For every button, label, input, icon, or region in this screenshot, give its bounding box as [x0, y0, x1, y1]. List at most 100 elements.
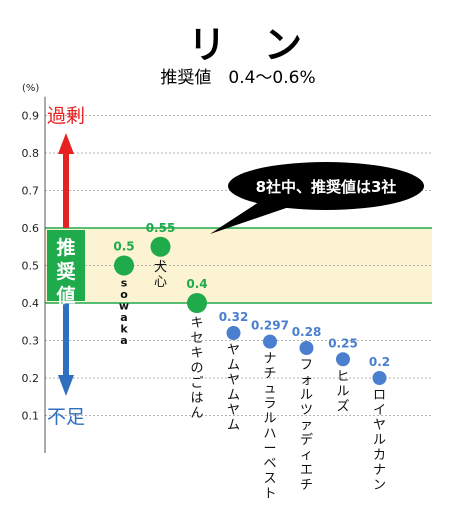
arrows [58, 133, 74, 396]
brand-label-char: イ [373, 403, 386, 418]
brand-label-char: ご [190, 375, 203, 391]
y-tick-labels: 0.1 0.2 0.3 0.4 0.5 0.6 0.7 0.8 0.9 [22, 110, 40, 423]
value-label: 0.4 [186, 277, 207, 291]
recommended-label-char: 奨 [55, 260, 76, 283]
value-label: 0.5 [113, 240, 134, 254]
deficit-arrow-head [58, 375, 74, 396]
brand-label-char: ム [227, 358, 240, 373]
callout-ellipse [228, 162, 424, 210]
brand-label-char: a [120, 311, 127, 324]
brand-label-char: ヒ [336, 369, 349, 384]
brand-label-char: エ [300, 463, 313, 478]
data-point [114, 255, 134, 276]
brand-label-char: ヤ [227, 343, 240, 358]
y-tick-label: 0.8 [22, 147, 40, 160]
y-tick-label: 0.2 [22, 372, 40, 385]
recommended-label: 推奨値 [55, 236, 76, 307]
brand-label-char: ル [373, 433, 386, 448]
chart-title: リ ン [188, 23, 302, 67]
data-point [372, 371, 387, 385]
brand-label-char: a [120, 334, 127, 347]
brand-label-char: カ [373, 448, 386, 463]
callout-tail [210, 200, 292, 234]
data-point-group: 0.25 ヒルズ [328, 336, 358, 414]
brand-label-char: ム [227, 388, 240, 403]
brand-label-char: k [120, 323, 128, 336]
y-tick-label: 0.6 [22, 222, 40, 235]
value-label: 0.2 [369, 355, 390, 369]
callout-text: 8社中、推奨値は3社 [256, 178, 397, 196]
recommended-label-box [47, 230, 85, 301]
y-tick-label: 0.9 [22, 110, 40, 123]
brand-label-char: ル [336, 384, 349, 399]
chart-subtitle: 推奨値 0.4～0.6% [160, 68, 315, 88]
brand-label-char: セ [190, 331, 203, 346]
brand-label-char: ン [373, 478, 386, 493]
brand-label-char: ベ [263, 457, 276, 472]
y-tick-label: 0.3 [22, 335, 40, 348]
brand-label-char: ィ [300, 448, 313, 463]
data-point [263, 334, 277, 349]
data-point-group: 0.55 犬心 [146, 221, 176, 290]
brand-label-char: ル [263, 412, 276, 427]
brand-label-char: デ [300, 432, 313, 448]
brand-label-char: ュ [263, 382, 276, 397]
callout-bubble: 8社中、推奨値は3社 [210, 162, 424, 234]
deficit-label: 不足 [47, 406, 85, 428]
brand-label-char: ヤ [373, 418, 386, 433]
y-tick-label: 0.5 [22, 260, 40, 273]
excess-arrow-head [58, 133, 74, 154]
brand-label-char: ヤ [227, 403, 240, 418]
brand-label-char: は [190, 391, 203, 406]
brand-label-char: ズ [336, 398, 349, 414]
brand-label-char: チ [263, 367, 276, 382]
y-tick-label: 0.4 [22, 297, 40, 310]
data-point [150, 236, 171, 257]
brand-label-char: フ [300, 358, 313, 373]
brand-label-char: ハ [263, 427, 276, 442]
brand-label-char: ト [263, 487, 276, 502]
brand-label-char: s [121, 277, 128, 290]
brand-label-char: ラ [263, 397, 276, 412]
brand-label-char: ツ [300, 403, 313, 418]
brand-label-char: ス [263, 472, 276, 487]
data-point [336, 352, 350, 367]
brand-label-char: キ [190, 316, 203, 331]
brand-label-char: ァ [300, 418, 313, 433]
brand-label-char: o [120, 288, 128, 301]
excess-label: 過剰 [47, 105, 85, 127]
value-label: 0.25 [328, 336, 358, 350]
value-label: 0.32 [219, 310, 249, 324]
brand-label-char: ナ [373, 463, 386, 478]
value-label: 0.28 [292, 325, 322, 339]
value-label: 0.297 [251, 319, 289, 333]
brand-label-char: w [119, 300, 129, 313]
brand-label-char: ナ [263, 352, 276, 367]
brand-label-char: ム [227, 418, 240, 433]
y-tick-label: 0.7 [22, 185, 40, 198]
y-tick-label: 0.1 [22, 410, 40, 423]
recommended-label-char: 推 [56, 236, 75, 259]
brand-label-char: ォ [300, 373, 313, 388]
brand-label-char: ル [300, 388, 313, 403]
recommended-label-char: 値 [55, 285, 75, 307]
brand-label-char: キ [190, 346, 203, 361]
brand-label-char: ん [190, 406, 203, 421]
brand-label-char: ー [263, 442, 276, 457]
data-point [187, 293, 207, 313]
brand-label-char: 犬 [154, 260, 167, 275]
y-axis-unit-label: (%) [22, 83, 39, 94]
data-point [299, 341, 314, 355]
brand-label-char: チ [300, 478, 313, 493]
brand-label-char: の [190, 361, 203, 376]
brand-label-char: ヤ [227, 373, 240, 388]
data-point [226, 326, 241, 340]
